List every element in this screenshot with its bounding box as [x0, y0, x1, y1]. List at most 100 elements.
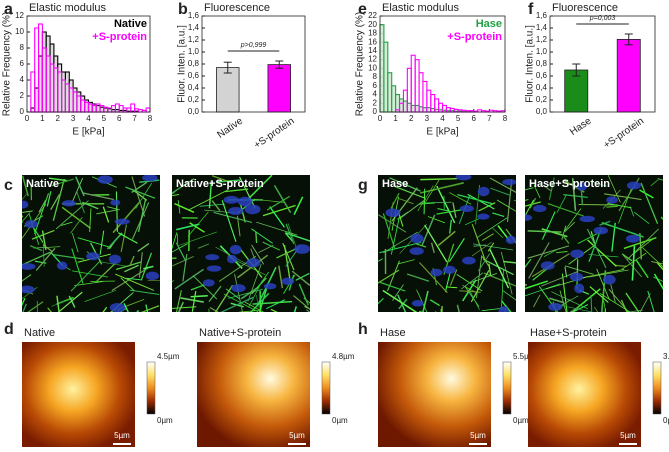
nucleus [110, 199, 121, 206]
actin-fiber [467, 193, 495, 210]
actin-fiber [56, 295, 60, 312]
y-tick-label: 0 [20, 107, 25, 116]
histogram-bar [57, 63, 63, 113]
actin-fiber [214, 284, 234, 312]
axes-frame [549, 15, 656, 113]
actin-fiber [77, 237, 109, 248]
y-tick-label: 6 [20, 59, 25, 68]
actin-fiber [22, 303, 27, 312]
histogram-bar [34, 87, 40, 113]
colorbar [502, 361, 512, 415]
actin-fiber [461, 272, 484, 290]
actin-fiber [418, 310, 424, 312]
x-tick-label: 8 [503, 114, 508, 123]
actin-fiber [564, 266, 568, 278]
actin-fiber [27, 301, 44, 312]
actin-fiber [634, 211, 650, 224]
actin-fiber [437, 230, 456, 247]
nucleus [56, 261, 68, 270]
actin-fiber [559, 290, 567, 312]
actin-fiber [436, 209, 462, 215]
actin-fiber [436, 185, 456, 224]
nucleus [477, 186, 490, 197]
actin-fiber [22, 210, 33, 213]
actin-fiber [481, 256, 490, 267]
colorbar [652, 361, 662, 415]
actin-fiber [115, 261, 142, 271]
actin-fiber [500, 251, 513, 295]
actin-fiber [172, 194, 179, 197]
actin-fiber [269, 206, 285, 228]
image-label: Native+S-protein [176, 178, 264, 190]
colorbar-min: 0µm [513, 416, 529, 425]
histogram-bar [422, 107, 428, 113]
actin-fiber [541, 211, 556, 240]
actin-fiber [270, 308, 278, 312]
error-bar [624, 33, 633, 46]
actin-fiber [475, 255, 483, 299]
bar [216, 67, 240, 113]
actin-fiber [500, 300, 512, 312]
actin-fiber [298, 283, 309, 306]
nucleus [22, 200, 29, 209]
actin-fiber [378, 258, 383, 262]
actin-fiber [642, 247, 663, 268]
y-tick-label: 10 [15, 27, 24, 36]
nucleus [626, 181, 641, 190]
actin-fiber [199, 203, 225, 207]
scale-bar-label: 5µm [620, 431, 636, 440]
actin-fiber [528, 242, 550, 279]
colorbar-min: 0µm [332, 416, 348, 425]
actin-fiber [416, 243, 427, 248]
actin-fiber [111, 267, 148, 291]
actin-fiber [220, 296, 254, 312]
nucleus [263, 283, 277, 290]
actin-fiber [135, 182, 153, 209]
microscopy-image [378, 175, 516, 312]
actin-fiber [102, 206, 110, 223]
actin-fiber [653, 273, 663, 290]
histogram-bar [103, 107, 109, 113]
actin-fiber [102, 306, 108, 312]
actin-fiber [389, 177, 421, 192]
nucleus [505, 235, 516, 244]
actin-fiber [549, 297, 565, 304]
nucleus [411, 299, 424, 307]
actin-fiber [563, 208, 582, 232]
x-tick-label: 5 [456, 114, 461, 123]
actin-fiber [22, 274, 32, 282]
significance-label: p=0,003 [589, 15, 616, 22]
histogram-bar [426, 107, 432, 113]
actin-fiber [82, 201, 99, 210]
actin-fiber [420, 182, 464, 194]
actin-fiber [572, 309, 575, 312]
x-tick-label: 2 [56, 114, 61, 123]
actin-fiber [96, 208, 120, 215]
histogram-bar [61, 71, 66, 113]
actin-fiber [614, 264, 627, 267]
x-axis-label: E [kPa] [426, 127, 458, 138]
colorbar-min: 0µm [157, 416, 173, 425]
actin-fiber [631, 245, 636, 281]
actin-fiber [387, 202, 394, 239]
histogram-bar [418, 106, 424, 113]
actin-fiber [100, 261, 127, 267]
histogram-bar [387, 72, 393, 113]
x-tick-label: 3 [71, 114, 76, 123]
actin-fiber [47, 307, 52, 312]
actin-fiber [41, 230, 47, 251]
nucleus [22, 285, 35, 294]
histogram-bar [391, 85, 397, 113]
scale-bar [619, 443, 637, 445]
actin-fiber [481, 233, 494, 241]
histogram-bar [84, 99, 90, 113]
nucleus [576, 182, 588, 191]
actin-fiber [441, 305, 443, 312]
actin-fiber [71, 248, 84, 284]
chart-title: Elastic modulus [382, 2, 460, 14]
y-tick-label: 20 [368, 20, 377, 29]
actin-fiber [470, 273, 497, 284]
actin-fiber [424, 224, 448, 263]
actin-fiber [423, 188, 426, 215]
actin-fiber [398, 198, 414, 205]
